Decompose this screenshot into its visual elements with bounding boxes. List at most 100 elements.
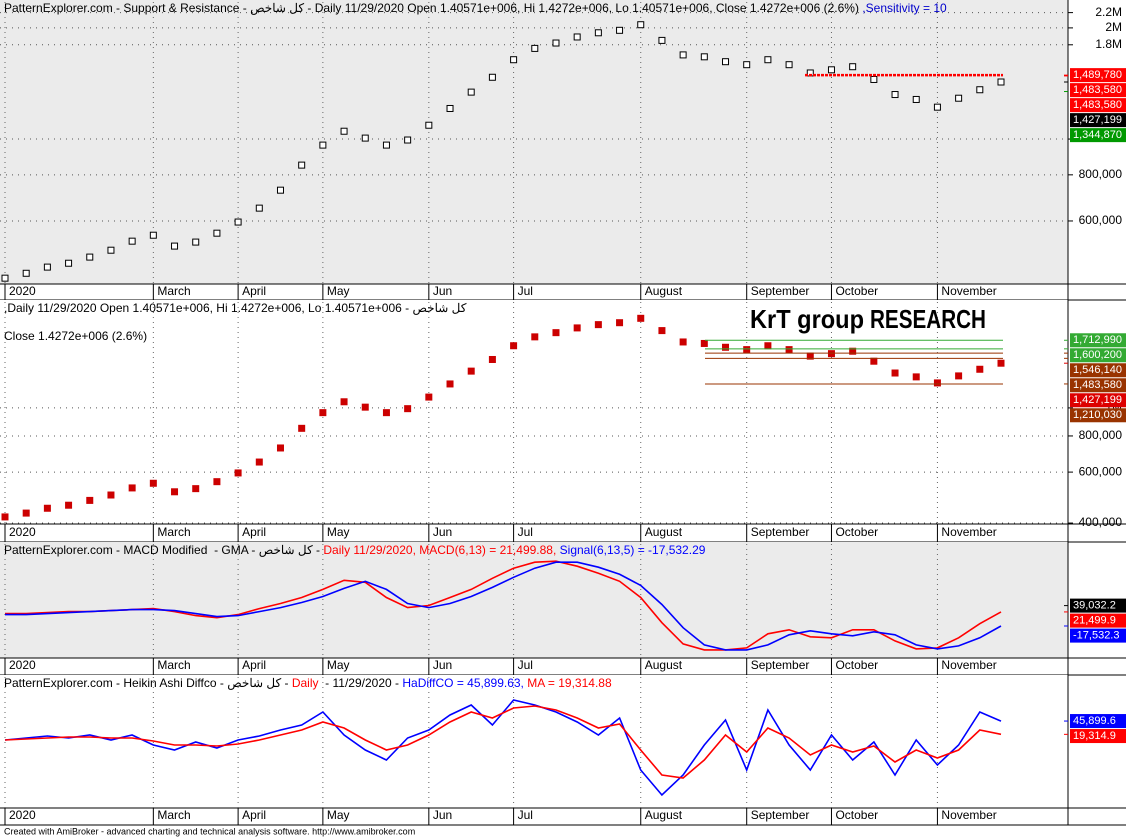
price-bar: [552, 329, 560, 337]
price-bar: [276, 186, 284, 194]
price-bar: [658, 327, 666, 335]
price-label-box: [1070, 113, 1126, 128]
price-bar: [22, 509, 30, 517]
price-bar: [955, 94, 963, 102]
price-label: 1,546,140: [1073, 364, 1122, 376]
x-tick-label: 2020: [9, 284, 36, 298]
price-label-box: [1070, 98, 1126, 113]
price-bar: [86, 496, 94, 504]
x-tick-label: August: [645, 284, 683, 298]
price-bar: [616, 26, 624, 34]
x-tick-label: November: [941, 525, 996, 539]
price-bar: [255, 458, 263, 466]
x-tick-label: Jul: [518, 808, 533, 822]
price-bar: [891, 369, 899, 377]
price-label: 1,712,990: [1073, 334, 1122, 346]
price-bar: [234, 469, 242, 477]
price-bar: [849, 63, 857, 71]
logo-text: KrT group: [750, 304, 864, 334]
x-tick-label: September: [751, 525, 810, 539]
x-tick-label: March: [157, 808, 190, 822]
price-bar: [976, 365, 984, 373]
y-tick-label: 600,000: [1079, 464, 1123, 478]
price-bar: [679, 338, 687, 346]
title-part: Signal(6,13,5) = -17,532.29: [556, 543, 705, 557]
title-part: MA = 19,314.88: [524, 676, 612, 690]
x-tick-label: Jun: [433, 658, 452, 672]
y-tick-label: 2M: [1105, 20, 1122, 34]
price-bar: [43, 263, 51, 271]
x-tick-label: November: [941, 658, 996, 672]
price-label-box: [1070, 729, 1126, 744]
price-bar: [467, 88, 475, 96]
price-label: 45,899.6: [1073, 715, 1116, 727]
price-label: 1,344,870: [1073, 129, 1122, 141]
price-bar: [510, 342, 518, 350]
price-bar: [531, 44, 539, 52]
price-bar: [997, 78, 1005, 86]
price-bar: [891, 91, 899, 99]
price-bar: [425, 121, 433, 129]
x-tick-label: September: [751, 284, 810, 298]
price-bar: [912, 373, 920, 381]
price-label-box: [1070, 83, 1126, 98]
y-tick-label: 1.8M: [1095, 37, 1122, 51]
x-tick-label: September: [751, 808, 810, 822]
price-bar: [171, 242, 179, 250]
price-bar: [446, 104, 454, 112]
pane-background: [0, 675, 1068, 808]
price-label: 1,427,199: [1073, 394, 1122, 406]
pane-title: Close 1.4272e+006 (2.6%): [4, 329, 147, 343]
x-tick-label: 2020: [9, 525, 36, 539]
price-bar: [446, 380, 454, 388]
price-bar: [65, 501, 73, 509]
price-bar: [213, 229, 221, 237]
price-label: 1,600,200: [1073, 349, 1122, 361]
price-bar: [107, 491, 115, 499]
price-bar: [933, 103, 941, 111]
price-bar: [107, 246, 115, 254]
y-tick-label: 400,000: [1079, 515, 1123, 529]
price-bar: [171, 488, 179, 496]
price-bar: [785, 61, 793, 69]
price-label: 1,489,780: [1073, 69, 1122, 81]
pane: 2020 March April May Jun Jul August September Oc…: [0, 300, 1126, 543]
price-label-box: [1070, 408, 1126, 423]
pane: 2020 March April May Jun Jul August September Oc…: [0, 542, 1126, 676]
x-tick-label: April: [242, 808, 266, 822]
x-tick-label: May: [327, 284, 350, 298]
price-label-box: [1070, 348, 1126, 363]
price-bar: [43, 504, 51, 512]
price-bar: [128, 484, 136, 492]
price-bar: [700, 339, 708, 347]
price-bar: [955, 372, 963, 380]
title-part: Daily 11/29/2020, MACD(6,13) = 21,499.88…: [323, 543, 556, 557]
price-bar: [404, 405, 412, 413]
x-tick-label: 2020: [9, 658, 36, 672]
y-tick-label: 800,000: [1079, 167, 1123, 181]
price-label: 21,499.9: [1073, 615, 1116, 627]
price-bar: [255, 204, 263, 212]
price-bar: [488, 355, 496, 363]
pane-title: PatternExplorer.com - MACD Modified - GM…: [4, 543, 706, 557]
price-bar: [573, 324, 581, 332]
footer: Created with AmiBroker - advanced charti…: [4, 826, 415, 836]
price-label: 39,032.2: [1073, 600, 1116, 612]
pane: 2020 March April May Jun Jul August September Oc…: [0, 675, 1126, 826]
title-part: ,Sensitivity = 10: [859, 1, 947, 15]
price-bar: [722, 343, 730, 351]
price-bar: [213, 478, 221, 486]
price-bar: [764, 56, 772, 64]
price-label: 1,483,580: [1073, 84, 1122, 96]
price-bar: [65, 259, 73, 267]
x-tick-label: October: [835, 284, 878, 298]
indicator-line: [5, 561, 1002, 651]
price-bar: [637, 314, 645, 322]
price-bar: [616, 319, 624, 327]
price-label: 1,483,580: [1073, 99, 1122, 111]
price-bar: [933, 379, 941, 387]
price-bar: [870, 357, 878, 365]
price-bar: [298, 161, 306, 169]
price-bar: [340, 398, 348, 406]
